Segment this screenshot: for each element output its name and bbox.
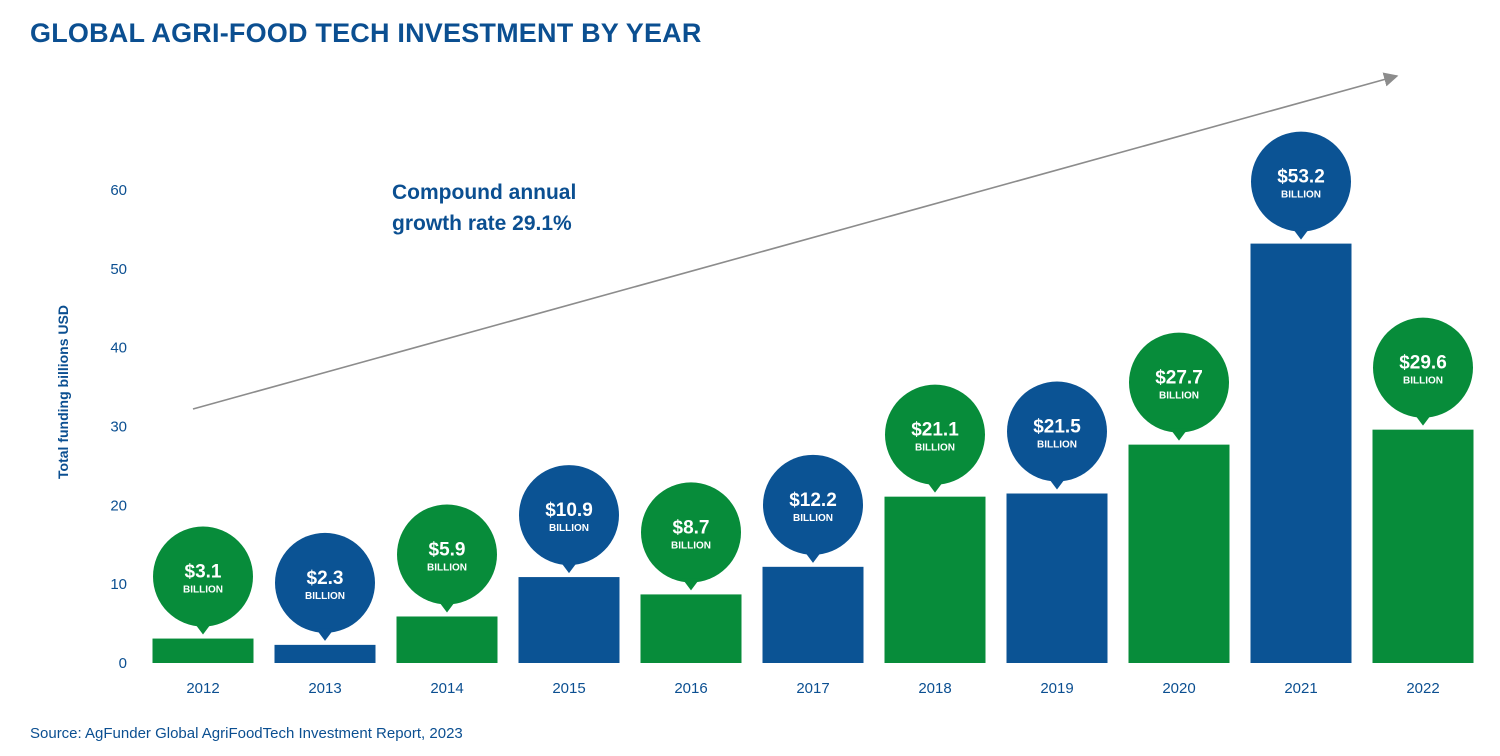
data-label-value: $10.9 (545, 500, 593, 521)
bubble-circle (885, 384, 985, 485)
bar-2022 (1372, 429, 1474, 663)
bubble-pointer (1292, 227, 1310, 240)
bubble-circle (397, 504, 497, 605)
y-tick-label: 0 (119, 655, 127, 672)
bubble-pointer (926, 480, 944, 493)
data-label-value: $5.9 (429, 539, 466, 560)
bubble-circle (519, 465, 619, 566)
bar-2016 (640, 594, 742, 663)
value-bubble-2021: $53.2 BILLION (1251, 131, 1351, 240)
source-note: Source: AgFunder Global AgriFoodTech Inv… (30, 725, 463, 742)
data-label-value: $29.6 (1399, 353, 1447, 374)
bubble-circle (153, 526, 253, 627)
value-bubble-2019: $21.5 BILLION (1007, 381, 1107, 490)
x-tick-label: 2012 (186, 680, 219, 697)
value-bubble-2022: $29.6 BILLION (1373, 317, 1473, 426)
data-label-unit: BILLION (671, 540, 711, 551)
bar-chart: Compound annual growth rate 29.1% Total f… (55, 72, 1474, 697)
bar-2015 (518, 577, 620, 663)
data-label-unit: BILLION (183, 585, 223, 596)
value-bubble-2020: $27.7 BILLION (1129, 332, 1229, 441)
x-tick-label: 2019 (1040, 680, 1073, 697)
bar-2020 (1128, 444, 1230, 663)
value-bubble-2016: $8.7 BILLION (641, 482, 741, 591)
value-bubble-2013: $2.3 BILLION (275, 532, 375, 641)
bubble-circle (1007, 381, 1107, 482)
value-bubble-2012: $3.1 BILLION (153, 526, 253, 635)
y-tick-label: 50 (110, 261, 127, 278)
bar-2019 (1006, 493, 1108, 663)
bar-2013 (274, 644, 376, 663)
y-tick-label: 30 (110, 419, 127, 436)
data-label-unit: BILLION (1159, 391, 1199, 402)
x-tick-label: 2021 (1284, 680, 1317, 697)
bar-2021 (1250, 243, 1352, 663)
data-label-value: $27.7 (1155, 368, 1203, 389)
growth-trend-arrow (192, 72, 1399, 410)
value-bubble-2014: $5.9 BILLION (397, 504, 497, 613)
chart-title: GLOBAL AGRI-FOOD TECH INVESTMENT BY YEAR (30, 18, 702, 48)
bar-2018 (884, 496, 986, 663)
data-label-unit: BILLION (1281, 190, 1321, 201)
bubble-pointer (316, 628, 334, 641)
data-label-unit: BILLION (1037, 440, 1077, 451)
x-tick-label: 2018 (918, 680, 951, 697)
bubble-circle (1251, 131, 1351, 232)
data-label-value: $53.2 (1277, 167, 1325, 188)
x-tick-label: 2015 (552, 680, 585, 697)
value-bubble-2015: $10.9 BILLION (519, 465, 619, 574)
x-tick-label: 2013 (308, 680, 341, 697)
data-label-unit: BILLION (427, 562, 467, 573)
data-label-value: $21.5 (1033, 417, 1081, 438)
x-tick-label: 2016 (674, 680, 707, 697)
value-bubble-2018: $21.1 BILLION (885, 384, 985, 493)
cagr-annotation-line: growth rate 29.1% (392, 212, 572, 235)
x-tick-label: 2014 (430, 680, 463, 697)
bubble-pointer (804, 550, 822, 563)
data-label-value: $21.1 (911, 420, 959, 441)
bar-2014 (396, 616, 498, 663)
data-label-unit: BILLION (549, 523, 589, 534)
y-tick-label: 20 (110, 497, 127, 514)
bubble-circle (763, 454, 863, 555)
bubble-pointer (1414, 413, 1432, 426)
data-label-unit: BILLION (793, 513, 833, 524)
data-label-unit: BILLION (305, 591, 345, 602)
data-label-unit: BILLION (1403, 376, 1443, 387)
data-label-value: $12.2 (789, 490, 837, 511)
bar-2017 (762, 566, 864, 663)
x-tick-label: 2017 (796, 680, 829, 697)
value-bubble-2017: $12.2 BILLION (763, 454, 863, 563)
bubble-pointer (560, 561, 578, 574)
y-tick-label: 40 (110, 340, 127, 357)
data-label-unit: BILLION (915, 443, 955, 454)
bubble-pointer (1170, 428, 1188, 441)
y-tick-label: 60 (110, 182, 127, 199)
bubble-circle (1373, 317, 1473, 418)
bar-2012 (152, 638, 254, 663)
data-label-value: $3.1 (185, 562, 222, 583)
x-tick-label: 2022 (1406, 680, 1439, 697)
bubble-pointer (682, 578, 700, 591)
bubble-circle (641, 482, 741, 583)
data-label-value: $8.7 (673, 517, 710, 538)
cagr-annotation-line: Compound annual (392, 181, 576, 204)
bubble-pointer (194, 622, 212, 635)
y-tick-label: 10 (110, 576, 127, 593)
x-tick-label: 2020 (1162, 680, 1195, 697)
y-axis-title: Total funding billions USD (55, 305, 71, 479)
bubble-pointer (1048, 477, 1066, 490)
bubble-circle (1129, 332, 1229, 433)
data-label-value: $2.3 (307, 568, 344, 589)
bubble-pointer (438, 600, 456, 613)
bubble-circle (275, 532, 375, 633)
